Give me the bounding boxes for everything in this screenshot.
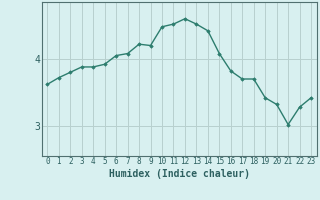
X-axis label: Humidex (Indice chaleur): Humidex (Indice chaleur): [109, 169, 250, 179]
